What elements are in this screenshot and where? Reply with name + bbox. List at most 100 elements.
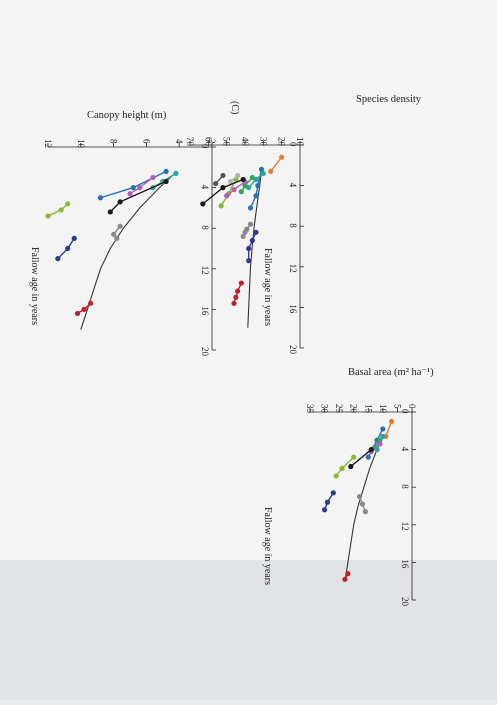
canopy-x-title: Fallow age in years (29, 247, 40, 325)
species-y-tick-label: 20 (277, 137, 287, 147)
basal-y-tick-label: 15 (363, 404, 373, 414)
canopy-x-tick-label: 0 (200, 144, 210, 149)
species-series (227, 172, 241, 185)
canopy-data-point (74, 310, 81, 317)
basal-data-point (348, 463, 354, 470)
species-series-line (249, 169, 263, 209)
canopy-y-tick-label: 6 (141, 139, 151, 144)
species-x-tick-label: 12 (288, 264, 298, 273)
canopy-data-point (137, 185, 143, 191)
species-data-point (242, 183, 248, 189)
species-series (247, 166, 265, 211)
species-data-point (200, 201, 206, 207)
canopy-data-point (117, 199, 123, 205)
species-data-point (260, 170, 266, 177)
canopy-data-point (111, 231, 117, 237)
basal-data-point (339, 465, 345, 471)
species-series (268, 154, 285, 174)
species-y-tick-label: 10 (295, 137, 305, 147)
species-data-point (231, 187, 237, 193)
species-x-tick-label: 0 (288, 142, 298, 147)
canopy-data-point (55, 256, 61, 262)
species-data-point (242, 229, 248, 235)
species-series (231, 280, 244, 306)
species-data-point (235, 288, 241, 294)
basal-data-point (389, 418, 395, 424)
species-y-tick-label: 60 (203, 137, 213, 147)
species-title: Species density (356, 94, 422, 105)
species-series (246, 229, 259, 264)
species-data-point (268, 168, 274, 174)
canopy-x-tick-label: 4 (200, 185, 210, 190)
canopy-series (55, 235, 77, 262)
species-data-point (227, 178, 233, 185)
canopy-data-point (114, 235, 120, 241)
species-x-tick-label: 8 (288, 223, 298, 228)
basal-data-point (362, 509, 368, 515)
species-data-point (249, 237, 255, 244)
canopy-data-point (117, 223, 123, 229)
species-series-line (247, 232, 257, 261)
canopy-y-tick-label: 4 (174, 139, 184, 144)
species-series (213, 172, 226, 187)
species-x-tick-label: 4 (288, 183, 298, 188)
species-data-point (253, 193, 259, 199)
canopy-x-tick-label: 12 (200, 266, 210, 275)
basal-x-tick-label: 12 (400, 522, 410, 531)
basal-data-point (356, 494, 363, 500)
species-x-tick-label: 16 (288, 304, 298, 314)
canopy-x-tick-label: 16 (200, 306, 210, 316)
basal-x-tick-label: 0 (400, 409, 410, 414)
basal-y-tick-label: 35 (305, 404, 315, 414)
canopy-y-tick-label: 10 (76, 139, 86, 149)
canopy-data-point (163, 168, 169, 174)
paper-shadow (0, 560, 497, 700)
species-data-point (240, 233, 246, 239)
basal-chart: 05 10 15 20 25 30 35 0 4 8 12 16 20 Basal area (m² ha… (262, 367, 434, 607)
canopy-data-point (97, 195, 104, 201)
species-data-point (246, 258, 252, 264)
basal-data-point (333, 473, 339, 479)
basal-data-point (324, 499, 331, 505)
canopy-series (127, 174, 156, 197)
species-x-title: Fallow age in years (262, 248, 273, 326)
species-data-point (247, 205, 254, 211)
canopy-data-point (163, 178, 169, 185)
canopy-data-point (71, 235, 77, 241)
species-fit-curve (247, 170, 263, 328)
basal-y-tick-label: 20 (349, 404, 359, 414)
basal-series (321, 490, 336, 513)
species-series-line (270, 156, 283, 172)
basal-data-point (377, 441, 383, 447)
canopy-y-tick-label: 12 (43, 139, 53, 148)
species-series (240, 221, 254, 239)
species-y-tick-label: 40 (240, 137, 250, 147)
species-data-point (253, 229, 259, 235)
species-data-point (279, 154, 285, 160)
basal-series-line (385, 421, 393, 437)
species-data-point (258, 166, 265, 172)
species-data-point (240, 176, 246, 183)
species-data-point (231, 300, 237, 306)
basal-data-point (380, 433, 386, 440)
species-data-point (233, 294, 239, 300)
basal-x-title: Fallow age in years (262, 507, 273, 585)
canopy-series (111, 223, 123, 241)
species-y-tick-label: 70 (185, 137, 195, 147)
canopy-y-tick-label: 8 (109, 139, 119, 144)
basal-data-point (380, 426, 386, 432)
canopy-title: Canopy height (m) (87, 110, 167, 121)
canopy-chart: 2 4 6 8 10 12 0 4 8 12 16 20 Canopy height (m) Fallow… (29, 110, 217, 357)
species-data-point (235, 172, 241, 179)
canopy-data-point (130, 185, 136, 191)
basal-data-point (330, 490, 336, 496)
species-data-point (247, 221, 254, 227)
basal-series (356, 494, 368, 515)
basal-x-tick-label: 16 (400, 559, 410, 569)
basal-data-point (365, 454, 371, 460)
canopy-data-point (81, 306, 87, 312)
basal-title: Basal area (m² ha⁻¹) (348, 367, 434, 378)
basal-x-tick-label: 20 (400, 597, 410, 607)
canopy-x-tick-label: 8 (200, 225, 210, 230)
species-y-tick-label: 30 (258, 137, 268, 147)
